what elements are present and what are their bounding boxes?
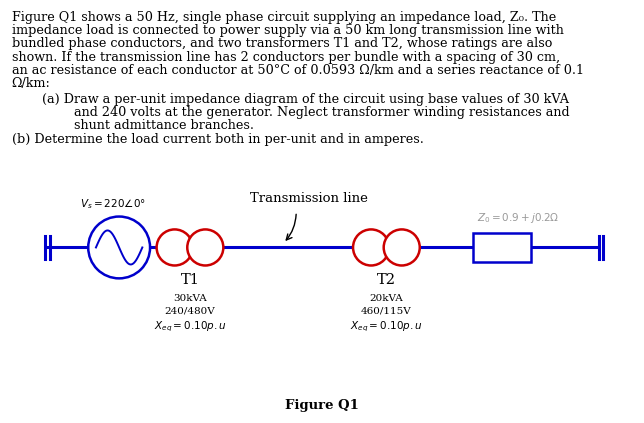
Bar	[473, 233, 531, 262]
Text: $X_{eq} = 0.10p.u$: $X_{eq} = 0.10p.u$	[350, 320, 423, 334]
Text: Figure Q1: Figure Q1	[285, 399, 359, 412]
Ellipse shape	[384, 229, 420, 266]
Text: 460/115V: 460/115V	[361, 307, 412, 316]
Text: $V_s = 220\angle 0°$: $V_s = 220\angle 0°$	[80, 198, 146, 212]
Text: bundled phase conductors, and two transformers T1 and T2, whose ratings are also: bundled phase conductors, and two transf…	[12, 37, 552, 50]
Text: T1: T1	[180, 273, 200, 287]
Text: 20kVA: 20kVA	[370, 294, 403, 303]
Ellipse shape	[353, 229, 389, 266]
Text: and 240 volts at the generator. Neglect transformer winding resistances and: and 240 volts at the generator. Neglect …	[58, 106, 569, 119]
Ellipse shape	[187, 229, 223, 266]
Text: $X_{eq} = 0.10p.u$: $X_{eq} = 0.10p.u$	[153, 320, 227, 334]
Ellipse shape	[156, 229, 193, 266]
Text: Transmission line: Transmission line	[250, 192, 368, 205]
Text: (b) Determine the load current both in per-unit and in amperes.: (b) Determine the load current both in p…	[12, 134, 424, 146]
Text: Figure Q1 shows a 50 Hz, single phase circuit supplying an impedance load, Z₀. T: Figure Q1 shows a 50 Hz, single phase ci…	[12, 11, 556, 24]
Text: Ω/km:: Ω/km:	[12, 77, 50, 90]
Ellipse shape	[88, 217, 150, 278]
Text: T2: T2	[377, 273, 396, 287]
Text: impedance load is connected to power supply via a 50 km long transmission line w: impedance load is connected to power sup…	[12, 24, 564, 37]
Text: an ac resistance of each conductor at 50°C of 0.0593 Ω/km and a series reactance: an ac resistance of each conductor at 50…	[12, 64, 583, 77]
Text: (a) Draw a per-unit impedance diagram of the circuit using base values of 30 kVA: (a) Draw a per-unit impedance diagram of…	[42, 93, 569, 106]
Text: shunt admittance branches.: shunt admittance branches.	[58, 119, 254, 132]
Text: 30kVA: 30kVA	[173, 294, 207, 303]
Text: $Z_0 = 0.9 + j0.2\Omega$: $Z_0 = 0.9 + j0.2\Omega$	[477, 211, 560, 225]
Text: shown. If the transmission line has 2 conductors per bundle with a spacing of 30: shown. If the transmission line has 2 co…	[12, 51, 560, 63]
Text: 240/480V: 240/480V	[165, 307, 215, 316]
